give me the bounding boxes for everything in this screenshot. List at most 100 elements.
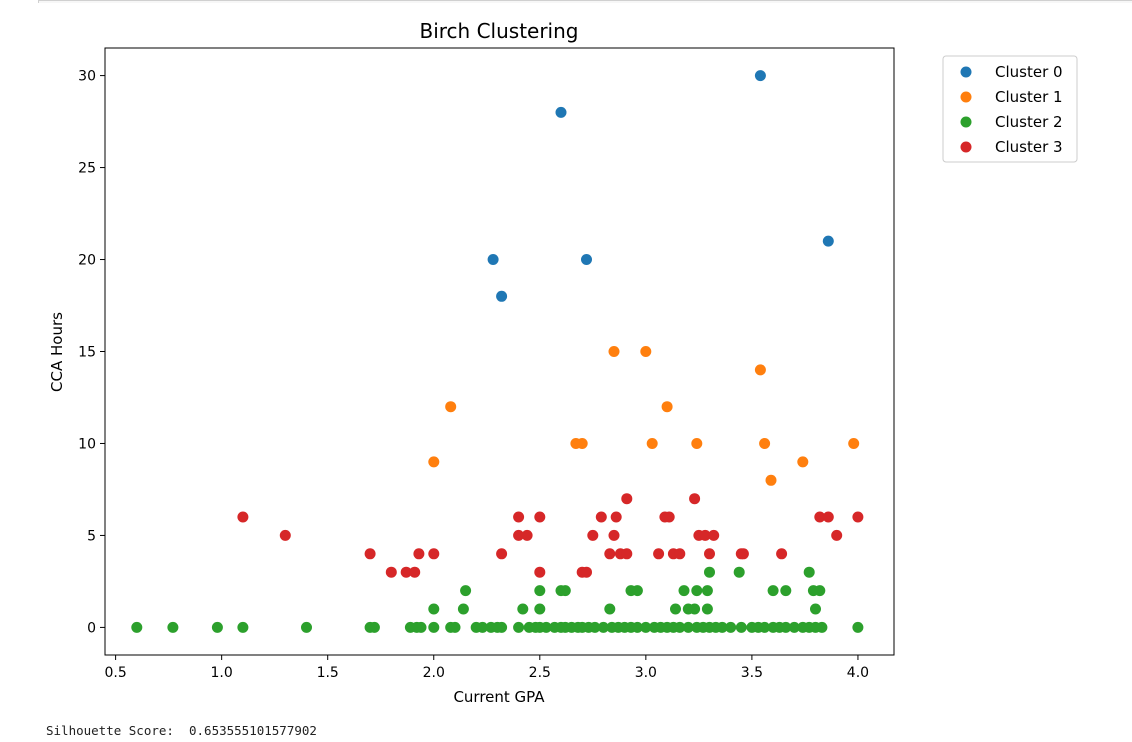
cluster-3-point [674,548,686,560]
cluster-2-point [631,585,643,597]
cluster-3-point [587,529,599,541]
cluster-2-point [631,621,643,633]
y-tick-label: 30 [78,69,96,85]
cluster-3-point [663,511,675,523]
cluster-3-point [400,566,412,578]
cluster-3-point [364,548,376,560]
cluster-2-point [477,621,488,633]
cluster-2-point [131,621,143,633]
cluster-1-point [640,346,652,357]
notebook-cell-border [38,0,1132,3]
cluster-2-point [704,566,715,578]
cluster-2-point [814,585,826,597]
cluster-1-point [646,438,658,449]
cluster-2-point [597,621,609,633]
cluster-3-point [521,529,533,541]
cluster-0-point [754,70,766,82]
cluster-2-point [678,585,690,597]
legend-frame [942,55,1078,163]
cluster-2-point [540,621,552,633]
legend-label-cluster-0: Cluster 0 [995,63,1063,81]
cluster-3-point [534,511,546,523]
legend-marker-cluster-0 [960,66,972,78]
cluster-2-point [691,585,703,597]
y-axis-label: CCA Hours [48,312,66,392]
cluster-3-point [621,493,633,505]
chart-title: Birch Clustering [419,19,578,43]
cluster-3-point [385,566,397,578]
cluster-2-point [780,585,792,597]
cluster-2-point [701,585,713,597]
cluster-2-point [589,621,601,633]
cluster-2-point [670,603,681,615]
cluster-2-point [735,621,747,633]
cluster-2-point [457,603,469,615]
legend-label-cluster-1: Cluster 1 [995,88,1063,106]
x-tick-label: 1.5 [317,665,339,681]
cluster-3-point [608,529,620,541]
cluster-3-point [704,548,715,560]
cluster-3-point [852,511,864,523]
cluster-2-point [460,585,472,597]
cluster-1-point [445,401,457,413]
cluster-2-point [701,603,713,615]
y-axis: 0 5 10 15 20 25 30 [78,69,105,636]
legend-marker-cluster-2 [960,116,972,128]
cluster-3-point [814,511,826,523]
cluster-2-point [415,621,427,633]
cluster-3-point [409,566,421,578]
cluster-0-point [555,106,567,118]
legend: Cluster 0 Cluster 1 Cluster 2 Cluster 3 [942,55,1078,163]
cluster-1-point [576,438,588,449]
y-tick-label: 0 [87,620,96,636]
cluster-3-point [428,548,440,560]
cluster-2-point [513,621,525,633]
cluster-1-point [848,438,860,449]
cluster-2-point [517,603,529,615]
cluster-2-point [496,621,508,633]
cluster-2-point [682,621,694,633]
cluster-2-point [810,603,821,615]
points-layer [131,70,864,633]
x-tick-label: 1.0 [211,665,233,681]
legend-label-cluster-2: Cluster 2 [995,113,1063,131]
y-tick-label: 15 [78,345,96,361]
x-axis: 0.5 1.0 1.5 2.0 2.5 3.0 3.5 4.0 [104,655,869,681]
cluster-2-point [534,603,546,615]
cluster-3-point [610,511,622,523]
cluster-0-point [487,254,499,265]
silhouette-output: Silhouette Score: 0.653555101577902 [46,723,317,738]
cluster-1-point [765,474,777,486]
cluster-2-point [816,621,828,633]
cluster-3-point [689,493,701,505]
cluster-1-point [428,456,440,468]
cluster-3-point [699,529,711,541]
y-tick-label: 25 [78,161,96,177]
cluster-2-point [780,621,792,633]
cluster-0-point [496,290,508,302]
cluster-1-point [608,346,620,357]
cluster-2-point [759,621,771,633]
x-tick-label: 3.5 [741,665,763,681]
legend-marker-cluster-3 [960,141,972,153]
cluster-3-point [621,548,633,560]
cluster-2-point [368,621,380,633]
cluster-2-point [788,621,800,633]
cluster-2-point [689,603,701,615]
y-tick-label: 20 [78,253,96,269]
silhouette-label: Silhouette Score: [46,723,174,738]
cluster-3-point [237,511,249,523]
x-tick-label: 0.5 [104,665,126,681]
x-tick-label: 3.0 [635,665,657,681]
cluster-2-point [167,621,179,633]
legend-marker-cluster-1 [960,91,972,103]
cluster-1-point [759,438,771,449]
cluster-3-point [279,529,291,541]
legend-label-cluster-3: Cluster 3 [995,138,1063,156]
cluster-1-point [797,456,809,468]
cluster-3-point [653,548,665,560]
cluster-2-point [640,621,652,633]
cluster-3-point [413,548,425,560]
cluster-3-point [831,529,843,541]
y-tick-label: 5 [87,528,96,544]
